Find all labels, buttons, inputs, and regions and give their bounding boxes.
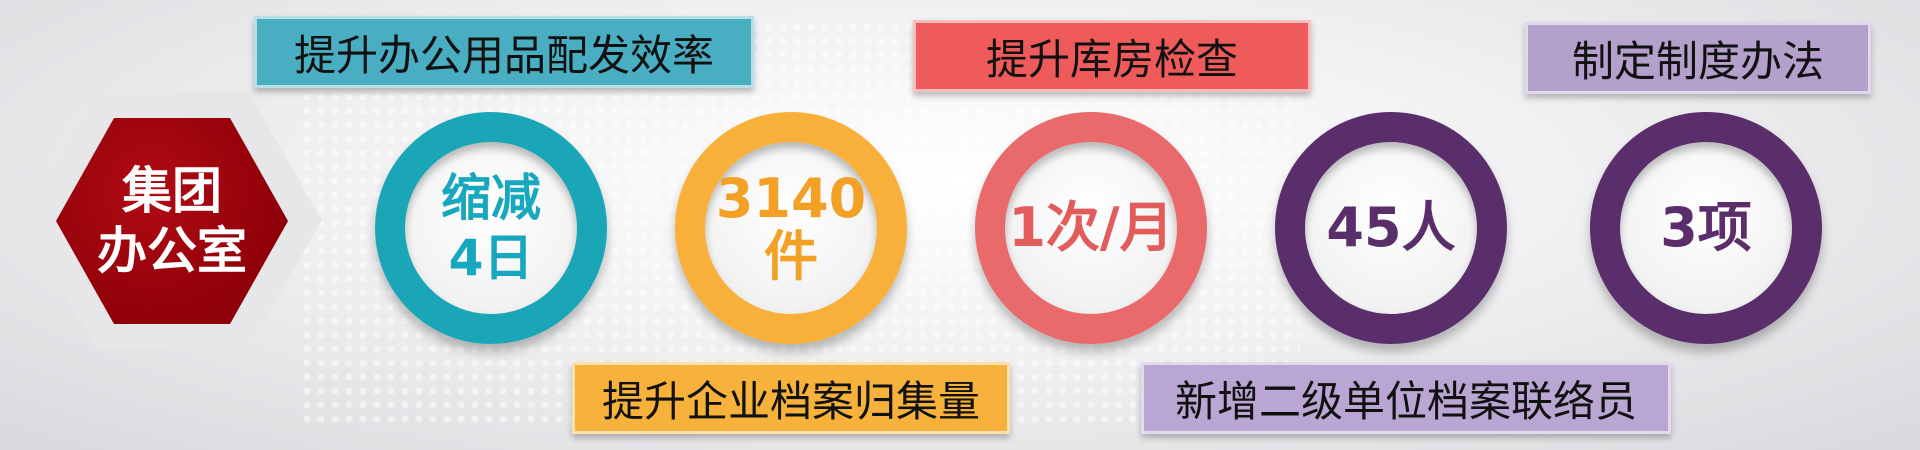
ring-liaison-count-value: 45人 — [1326, 196, 1456, 259]
department-title-line1: 集团 — [122, 162, 222, 220]
label-office-supplies: 提升办公用品配发效率 — [254, 16, 754, 88]
ring-liaison-count: 45人 — [1275, 112, 1507, 344]
label-archives-collection-text: 提升企业档案归集量 — [601, 376, 980, 426]
ring-reduce-days-value: 缩减 4日 — [441, 168, 541, 288]
ring-archive-count-value: 3140件 — [715, 167, 867, 288]
department-title-line2: 办公室 — [97, 222, 247, 280]
ring-reduce-days-line1: 缩减 — [441, 169, 541, 227]
ring-regulation-count-value: 3项 — [1660, 196, 1752, 259]
ring-inspection-frequency-value: 1次/月 — [1008, 196, 1174, 259]
department-title: 集团 办公室 — [87, 161, 257, 281]
ring-archive-count: 3140件 — [675, 112, 907, 344]
label-archive-liaisons: 新增二级单位档案联络员 — [1141, 362, 1671, 434]
label-warehouse-inspection: 提升库房检查 — [913, 20, 1311, 92]
label-regulations-text: 制定制度办法 — [1571, 36, 1824, 86]
label-warehouse-inspection-text: 提升库房检查 — [985, 34, 1238, 84]
label-regulations: 制定制度办法 — [1525, 22, 1871, 94]
label-archive-liaisons-text: 新增二级单位档案联络员 — [1174, 376, 1637, 426]
label-archives-collection: 提升企业档案归集量 — [572, 362, 1010, 434]
ring-reduce-days-line2: 4日 — [448, 229, 534, 287]
ring-reduce-days: 缩减 4日 — [375, 112, 607, 344]
ring-inspection-frequency: 1次/月 — [975, 112, 1207, 344]
label-office-supplies-text: 提升办公用品配发效率 — [293, 30, 714, 80]
ring-regulation-count: 3项 — [1590, 112, 1822, 344]
